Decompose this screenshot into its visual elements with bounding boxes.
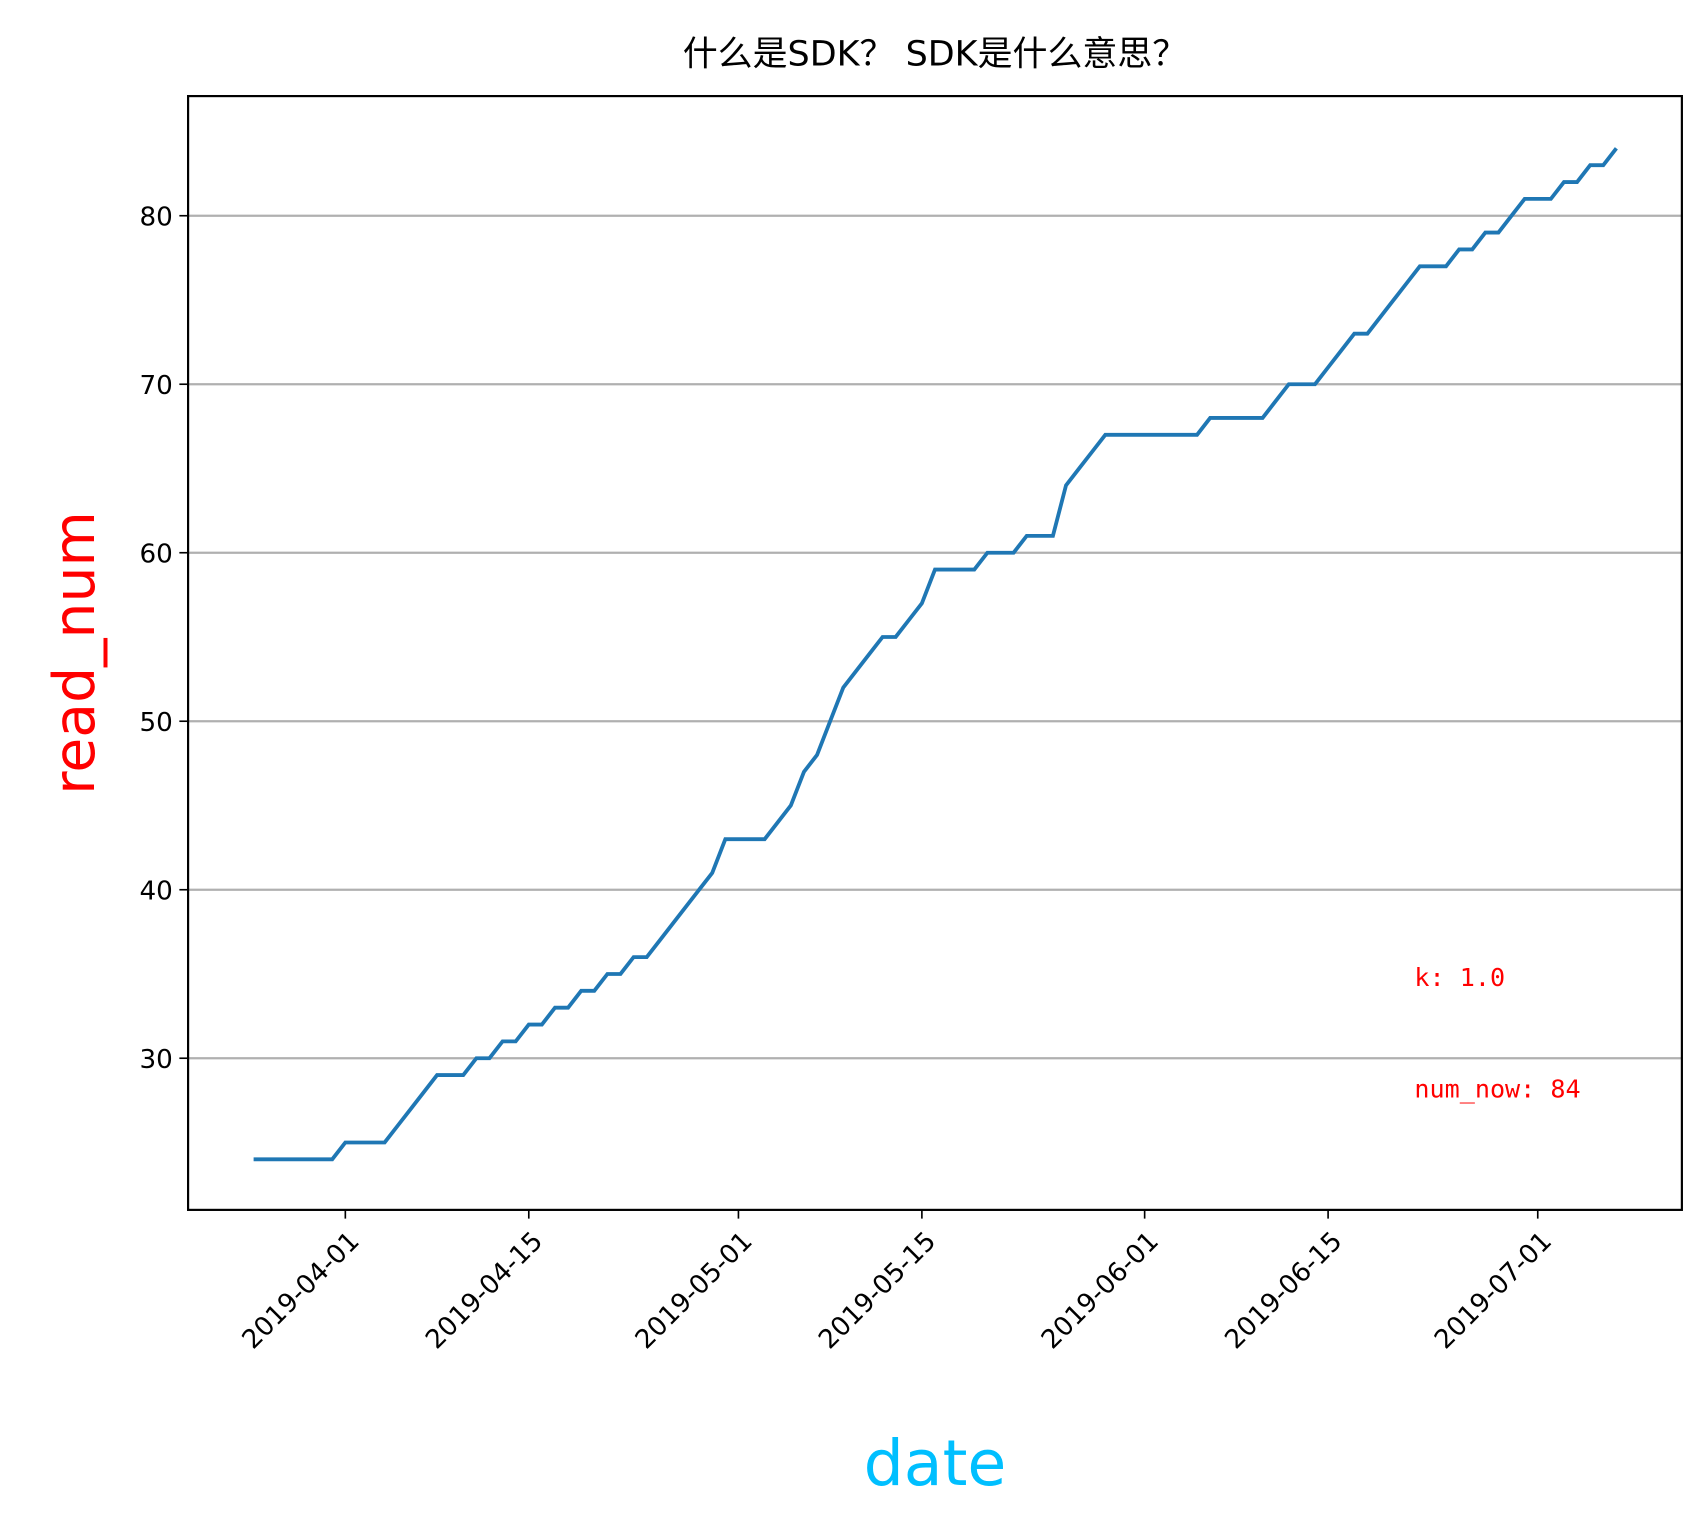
x-tick-label: 2019-05-01 <box>630 1226 759 1355</box>
y-tick-label: 50 <box>139 708 172 738</box>
x-tick-label: 2019-06-15 <box>1219 1226 1348 1355</box>
plot-frame <box>187 95 1683 1211</box>
y-axis-label: read_num <box>42 511 108 794</box>
x-tick-label: 2019-05-15 <box>813 1226 942 1355</box>
y-tick-label: 40 <box>139 877 172 907</box>
y-tick-label: 60 <box>139 540 172 570</box>
x-tick-label: 2019-06-01 <box>1036 1226 1165 1355</box>
y-tick-label: 70 <box>139 371 172 401</box>
y-tick-label: 80 <box>139 203 172 233</box>
annotation: num_now: 84 <box>1414 1074 1580 1103</box>
x-tick-label: 2019-07-01 <box>1429 1226 1558 1355</box>
chart-title: 什么是SDK？ SDK是什么意思？ <box>683 35 1187 75</box>
annotation: k: 1.0 <box>1414 963 1505 992</box>
data-line <box>253 147 1618 1162</box>
x-tick-label: 2019-04-15 <box>420 1226 549 1355</box>
y-tick-label: 30 <box>139 1045 172 1075</box>
x-tick-label: 2019-04-01 <box>237 1226 366 1355</box>
x-axis-label: date <box>864 1426 1007 1500</box>
